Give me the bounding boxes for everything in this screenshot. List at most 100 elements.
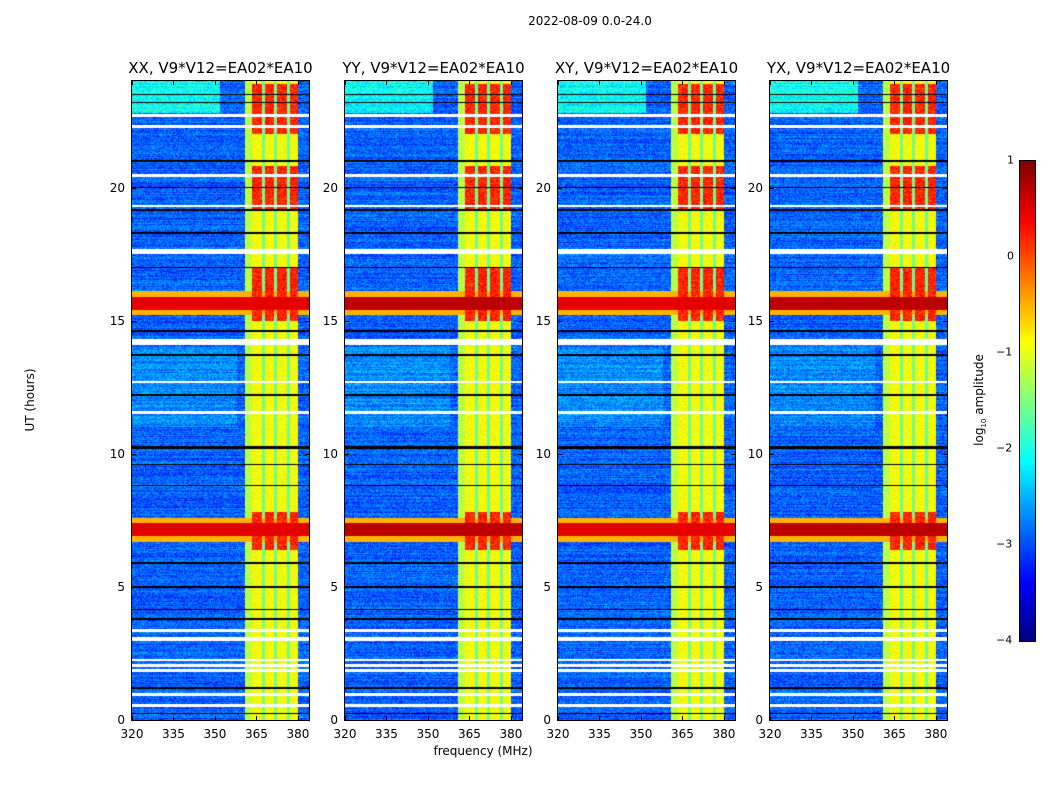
panel-3: YX, V9*V12=EA02*EA10 320 335 350 365 380 0 5 10 1…: [748, 59, 950, 741]
x-tick-label: 365: [458, 727, 481, 741]
x-tick-label: 380: [924, 727, 948, 741]
x-tick-mark: [345, 716, 346, 720]
colorbar-label: log10 amplitude: [972, 354, 988, 446]
x-tick-label: 380: [499, 727, 523, 741]
y-tick-label: 15: [109, 313, 125, 328]
x-tick-mark: [894, 81, 896, 85]
x-tick-mark: [852, 716, 854, 720]
x-tick-mark: [599, 81, 601, 85]
y-tick-mark: [731, 586, 735, 588]
y-tick-label: 0: [117, 713, 125, 727]
x-tick-mark: [770, 716, 771, 720]
x-tick-mark: [558, 716, 559, 720]
x-tick-mark: [345, 81, 346, 85]
x-tick-label: 350: [841, 727, 865, 741]
panel-title: XY, V9*V12=EA02*EA10: [554, 59, 739, 77]
panel-title: YX, V9*V12=EA02*EA10: [766, 59, 951, 77]
y-tick-mark: [345, 320, 349, 322]
y-tick-label: 5: [117, 579, 125, 594]
y-tick-label: 15: [535, 313, 551, 328]
x-tick-mark: [256, 81, 258, 85]
heatmap-1: [345, 81, 522, 720]
y-tick-label: 10: [747, 446, 763, 461]
y-tick-mark: [943, 187, 947, 189]
panel-1: YY, V9*V12=EA02*EA10 320 335 350 365 380 0 5 10 1…: [323, 59, 525, 741]
y-tick-mark: [518, 720, 522, 721]
y-tick-mark: [305, 586, 309, 588]
y-axis-label: UT (hours): [23, 368, 37, 432]
x-tick-mark: [640, 81, 642, 85]
y-tick-label: 15: [322, 313, 338, 328]
x-tick-mark: [386, 716, 388, 720]
x-tick-mark: [386, 81, 388, 85]
x-tick-mark: [132, 716, 133, 720]
x-tick-label: 320: [333, 727, 357, 741]
x-tick-mark: [723, 716, 725, 720]
x-tick-mark: [852, 81, 854, 85]
x-tick-mark: [682, 716, 684, 720]
y-tick-mark: [345, 453, 349, 455]
y-tick-mark: [518, 586, 522, 588]
x-tick-mark: [427, 81, 429, 85]
colorbar: [1019, 160, 1036, 642]
x-tick-mark: [935, 81, 937, 85]
y-tick-label: 20: [535, 180, 551, 195]
y-tick-mark: [305, 720, 309, 721]
x-tick-label: 335: [375, 727, 398, 741]
x-tick-label: 365: [671, 727, 694, 741]
panel-0: XX, V9*V12=EA02*EA10 320 335 350 365 380 0 5 10 1…: [110, 59, 313, 741]
y-tick-mark: [770, 720, 774, 721]
y-tick-mark: [132, 320, 136, 322]
y-tick-mark: [518, 320, 522, 322]
y-tick-mark: [943, 720, 947, 721]
y-tick-mark: [305, 187, 309, 189]
colorbar-label-main: log: [971, 427, 986, 446]
x-tick-label: 380: [286, 727, 310, 741]
y-tick-mark: [943, 320, 947, 322]
y-tick-label: 10: [322, 446, 338, 461]
y-tick-label: 20: [109, 180, 125, 195]
x-tick-mark: [510, 81, 512, 85]
colorbar-tick-label: −1: [996, 345, 1013, 359]
y-tick-mark: [558, 320, 562, 322]
x-tick-mark: [811, 81, 813, 85]
x-tick-mark: [173, 81, 175, 85]
colorbar-tick-label: −2: [996, 441, 1013, 455]
colorbar-tick-label: −3: [996, 537, 1013, 551]
x-tick-mark: [214, 716, 216, 720]
y-tick-mark: [132, 187, 136, 189]
x-tick-label: 335: [588, 727, 611, 741]
x-tick-label: 320: [120, 727, 144, 741]
panel-2: XY, V9*V12=EA02*EA10 320 335 350 365 380 0 5 10 1…: [536, 59, 738, 741]
y-tick-mark: [731, 320, 735, 322]
y-tick-label: 15: [747, 313, 763, 328]
y-tick-mark: [132, 586, 136, 588]
y-tick-mark: [731, 453, 735, 455]
x-tick-label: 335: [162, 727, 185, 741]
x-tick-mark: [599, 716, 601, 720]
x-tick-label: 365: [883, 727, 906, 741]
colorbar-tick-label: −4: [996, 633, 1013, 647]
y-tick-label: 10: [109, 446, 125, 461]
x-tick-label: 350: [416, 727, 440, 741]
y-tick-mark: [132, 453, 136, 455]
x-tick-label: 380: [712, 727, 736, 741]
figure-title: 2022-08-09 0.0-24.0: [528, 14, 652, 28]
x-tick-mark: [214, 81, 216, 85]
heatmap-0: [132, 81, 309, 720]
colorbar-gradient: [1020, 161, 1035, 641]
colorbar-tick-label: 0: [1007, 249, 1014, 263]
y-tick-label: 5: [755, 579, 763, 594]
y-tick-mark: [731, 720, 735, 721]
x-tick-mark: [297, 716, 299, 720]
y-tick-mark: [518, 187, 522, 189]
y-tick-label: 0: [755, 713, 763, 727]
y-tick-mark: [770, 320, 774, 322]
x-tick-mark: [256, 716, 258, 720]
panel-title: YY, V9*V12=EA02*EA10: [342, 59, 525, 77]
y-tick-mark: [558, 720, 562, 721]
x-tick-mark: [682, 81, 684, 85]
y-tick-mark: [305, 320, 309, 322]
x-tick-mark: [558, 81, 559, 85]
x-tick-mark: [935, 716, 937, 720]
